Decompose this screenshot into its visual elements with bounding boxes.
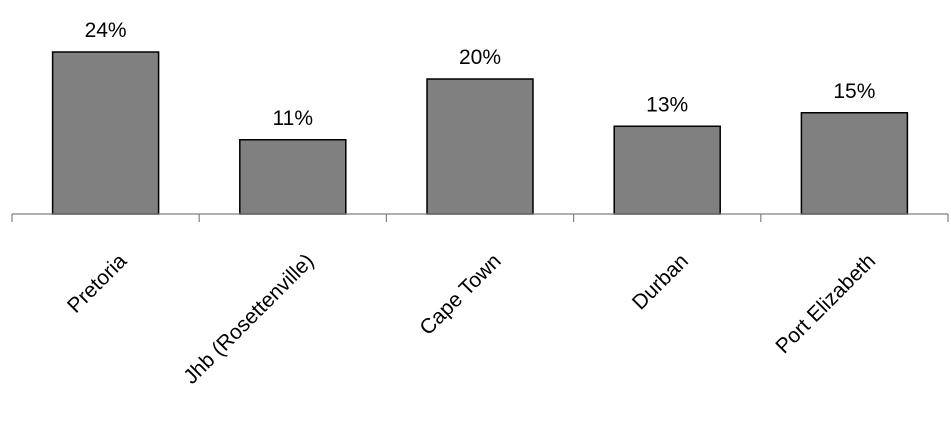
- data-labels-layer: 24% 11% 20% 13% 15%: [85, 19, 876, 130]
- category-label-jhb-rosettenville: Jhb (Rosettenville): [179, 249, 318, 388]
- x-axis-category-labels: Pretoria Jhb (Rosettenville) Cape Town Durb…: [63, 249, 880, 388]
- data-label-cape-town: 20%: [459, 46, 501, 69]
- x-axis-ticks: [11, 214, 949, 222]
- data-label-port-elizabeth: 15%: [833, 80, 875, 103]
- bar-jhb-rosettenville: [239, 139, 347, 215]
- bar-pretoria: [51, 51, 160, 215]
- bar-cape-town: [426, 78, 534, 215]
- data-label-pretoria: 24%: [85, 19, 127, 42]
- bar-port-elizabeth: [800, 112, 909, 215]
- bar-durban: [613, 125, 721, 215]
- data-label-jhb-rosettenville: 11%: [273, 107, 313, 130]
- category-label-cape-town: Cape Town: [415, 249, 505, 339]
- data-label-durban: 13%: [646, 93, 688, 116]
- bars-layer: [51, 51, 909, 215]
- category-label-durban: Durban: [628, 249, 693, 314]
- category-label-pretoria: Pretoria: [63, 249, 131, 317]
- category-label-port-elizabeth: Port Elizabeth: [771, 249, 880, 358]
